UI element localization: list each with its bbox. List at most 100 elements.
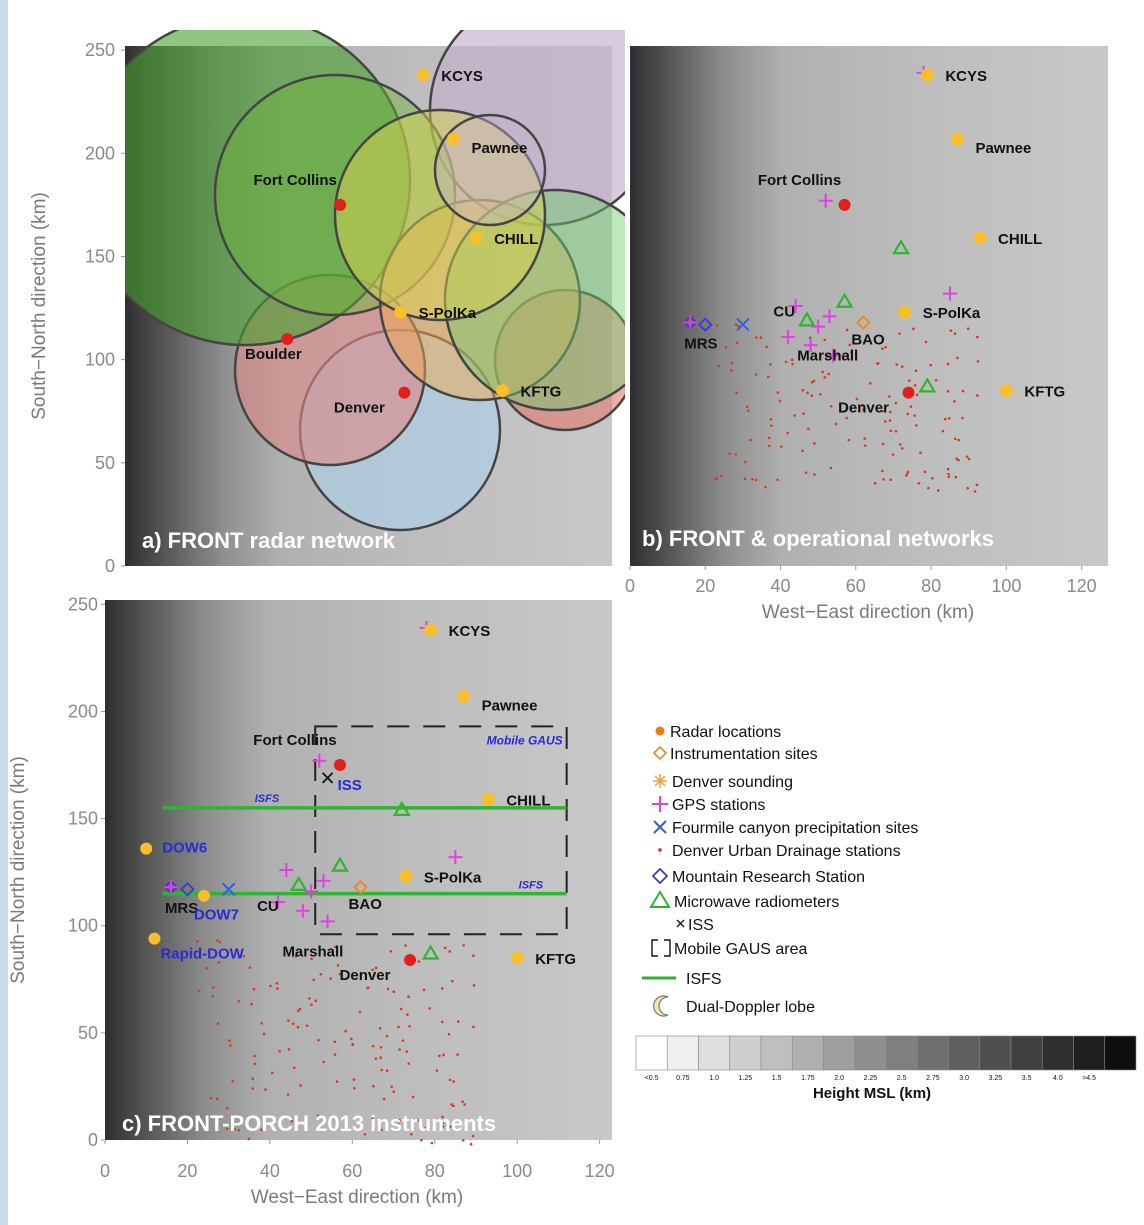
drainage-station <box>912 328 915 331</box>
colorbar-box <box>917 1036 948 1070</box>
drainage-station <box>780 445 783 448</box>
drainage-station <box>906 472 909 475</box>
legend-marker <box>651 892 669 907</box>
colorbar-box <box>980 1036 1011 1070</box>
radar-label: KCYS <box>945 68 987 85</box>
drainage-station <box>955 458 958 461</box>
drainage-station <box>895 363 898 366</box>
drainage-station <box>947 390 950 393</box>
drainage-station <box>823 376 826 379</box>
drainage-station <box>292 1022 295 1025</box>
legend-label: GPS stations <box>672 797 765 814</box>
drainage-station <box>731 362 734 365</box>
drainage-station <box>889 411 892 414</box>
drainage-station <box>260 1022 263 1025</box>
colorbar-box <box>792 1036 823 1070</box>
city-label: Denver <box>838 400 889 417</box>
drainage-station <box>438 1055 441 1058</box>
drainage-station <box>441 1021 444 1024</box>
drainage-station <box>205 967 208 970</box>
drainage-station <box>299 1084 302 1087</box>
drainage-station <box>744 461 747 464</box>
drainage-station <box>308 997 311 1000</box>
drainage-station <box>724 346 727 349</box>
city-radar <box>839 199 851 211</box>
drainage-station <box>966 455 969 458</box>
drainage-station <box>473 984 476 987</box>
drainage-station <box>755 336 758 339</box>
drainage-station <box>269 985 272 988</box>
drainage-station <box>329 977 332 980</box>
drainage-station <box>906 413 909 416</box>
drainage-station <box>976 336 979 339</box>
drainage-station <box>830 467 833 470</box>
drainage-station <box>380 1069 383 1072</box>
drainage-station <box>717 365 720 368</box>
drainage-station <box>802 412 805 415</box>
x-tick-label: 120 <box>585 1161 615 1181</box>
drainage-station <box>846 417 849 420</box>
drainage-station <box>448 950 451 953</box>
radar-label: KFTG <box>1024 384 1065 401</box>
colorbar-label: 2.0 <box>834 1075 844 1082</box>
drainage-station <box>276 987 279 990</box>
colorbar-box <box>1042 1036 1073 1070</box>
drainage-station <box>231 1080 234 1083</box>
drainage-station <box>436 1069 439 1072</box>
drainage-station <box>350 1038 353 1041</box>
drainage-station <box>442 1054 445 1057</box>
dow-radar <box>148 933 160 945</box>
drainage-station <box>888 395 891 398</box>
drainage-station <box>805 471 808 474</box>
drainage-station <box>310 1003 313 1006</box>
drainage-station <box>374 1057 377 1060</box>
city-radar <box>281 333 293 345</box>
page: Radar locations Instrumentation sites De… <box>0 0 1144 1225</box>
y-tick-label: 50 <box>78 1023 98 1043</box>
drainage-station <box>918 482 921 485</box>
drainage-station <box>367 986 370 989</box>
drainage-station <box>776 391 779 394</box>
drainage-station <box>383 1098 386 1101</box>
radar-label: Pawnee <box>471 140 527 157</box>
drainage-station <box>947 363 950 366</box>
x-axis-title: West−East direction (km) <box>251 1187 463 1208</box>
colorbar-box <box>730 1036 761 1070</box>
radar <box>470 231 483 244</box>
legend-marker <box>658 848 662 852</box>
drainage-station <box>216 1097 219 1100</box>
place-label: CU <box>773 303 795 320</box>
drainage-station <box>889 478 892 481</box>
drainage-station <box>735 453 738 456</box>
drainage-station <box>877 362 880 365</box>
colorbar-label: 2.25 <box>864 1075 878 1082</box>
drainage-station <box>408 1025 411 1028</box>
colorbar-label: >4.5 <box>1082 1075 1096 1082</box>
drainage-station <box>406 1013 409 1016</box>
drainage-station <box>953 400 956 403</box>
drainage-station <box>744 478 747 481</box>
drainage-station <box>263 1033 266 1036</box>
drainage-station <box>402 1039 405 1042</box>
radar <box>496 384 509 397</box>
drainage-station <box>915 424 918 427</box>
drainage-station <box>924 471 927 474</box>
drainage-station <box>770 418 773 421</box>
city-radar <box>404 954 416 966</box>
drainage-station <box>765 346 768 349</box>
drainage-station <box>359 1011 362 1014</box>
drainage-station <box>462 1139 465 1142</box>
drainage-station <box>210 1097 213 1100</box>
city-radar <box>334 199 346 211</box>
drainage-station <box>905 474 908 477</box>
drainage-station <box>768 445 771 448</box>
dow-label: DOW7 <box>194 907 239 924</box>
drainage-station <box>472 954 475 957</box>
drainage-station <box>254 1063 257 1066</box>
drainage-station <box>253 988 256 991</box>
drainage-station <box>802 389 805 392</box>
radar-label: S-PolKa <box>923 305 981 322</box>
colorbar-label: 3.0 <box>959 1075 969 1082</box>
drainage-station <box>228 1039 231 1042</box>
radar <box>898 306 911 319</box>
